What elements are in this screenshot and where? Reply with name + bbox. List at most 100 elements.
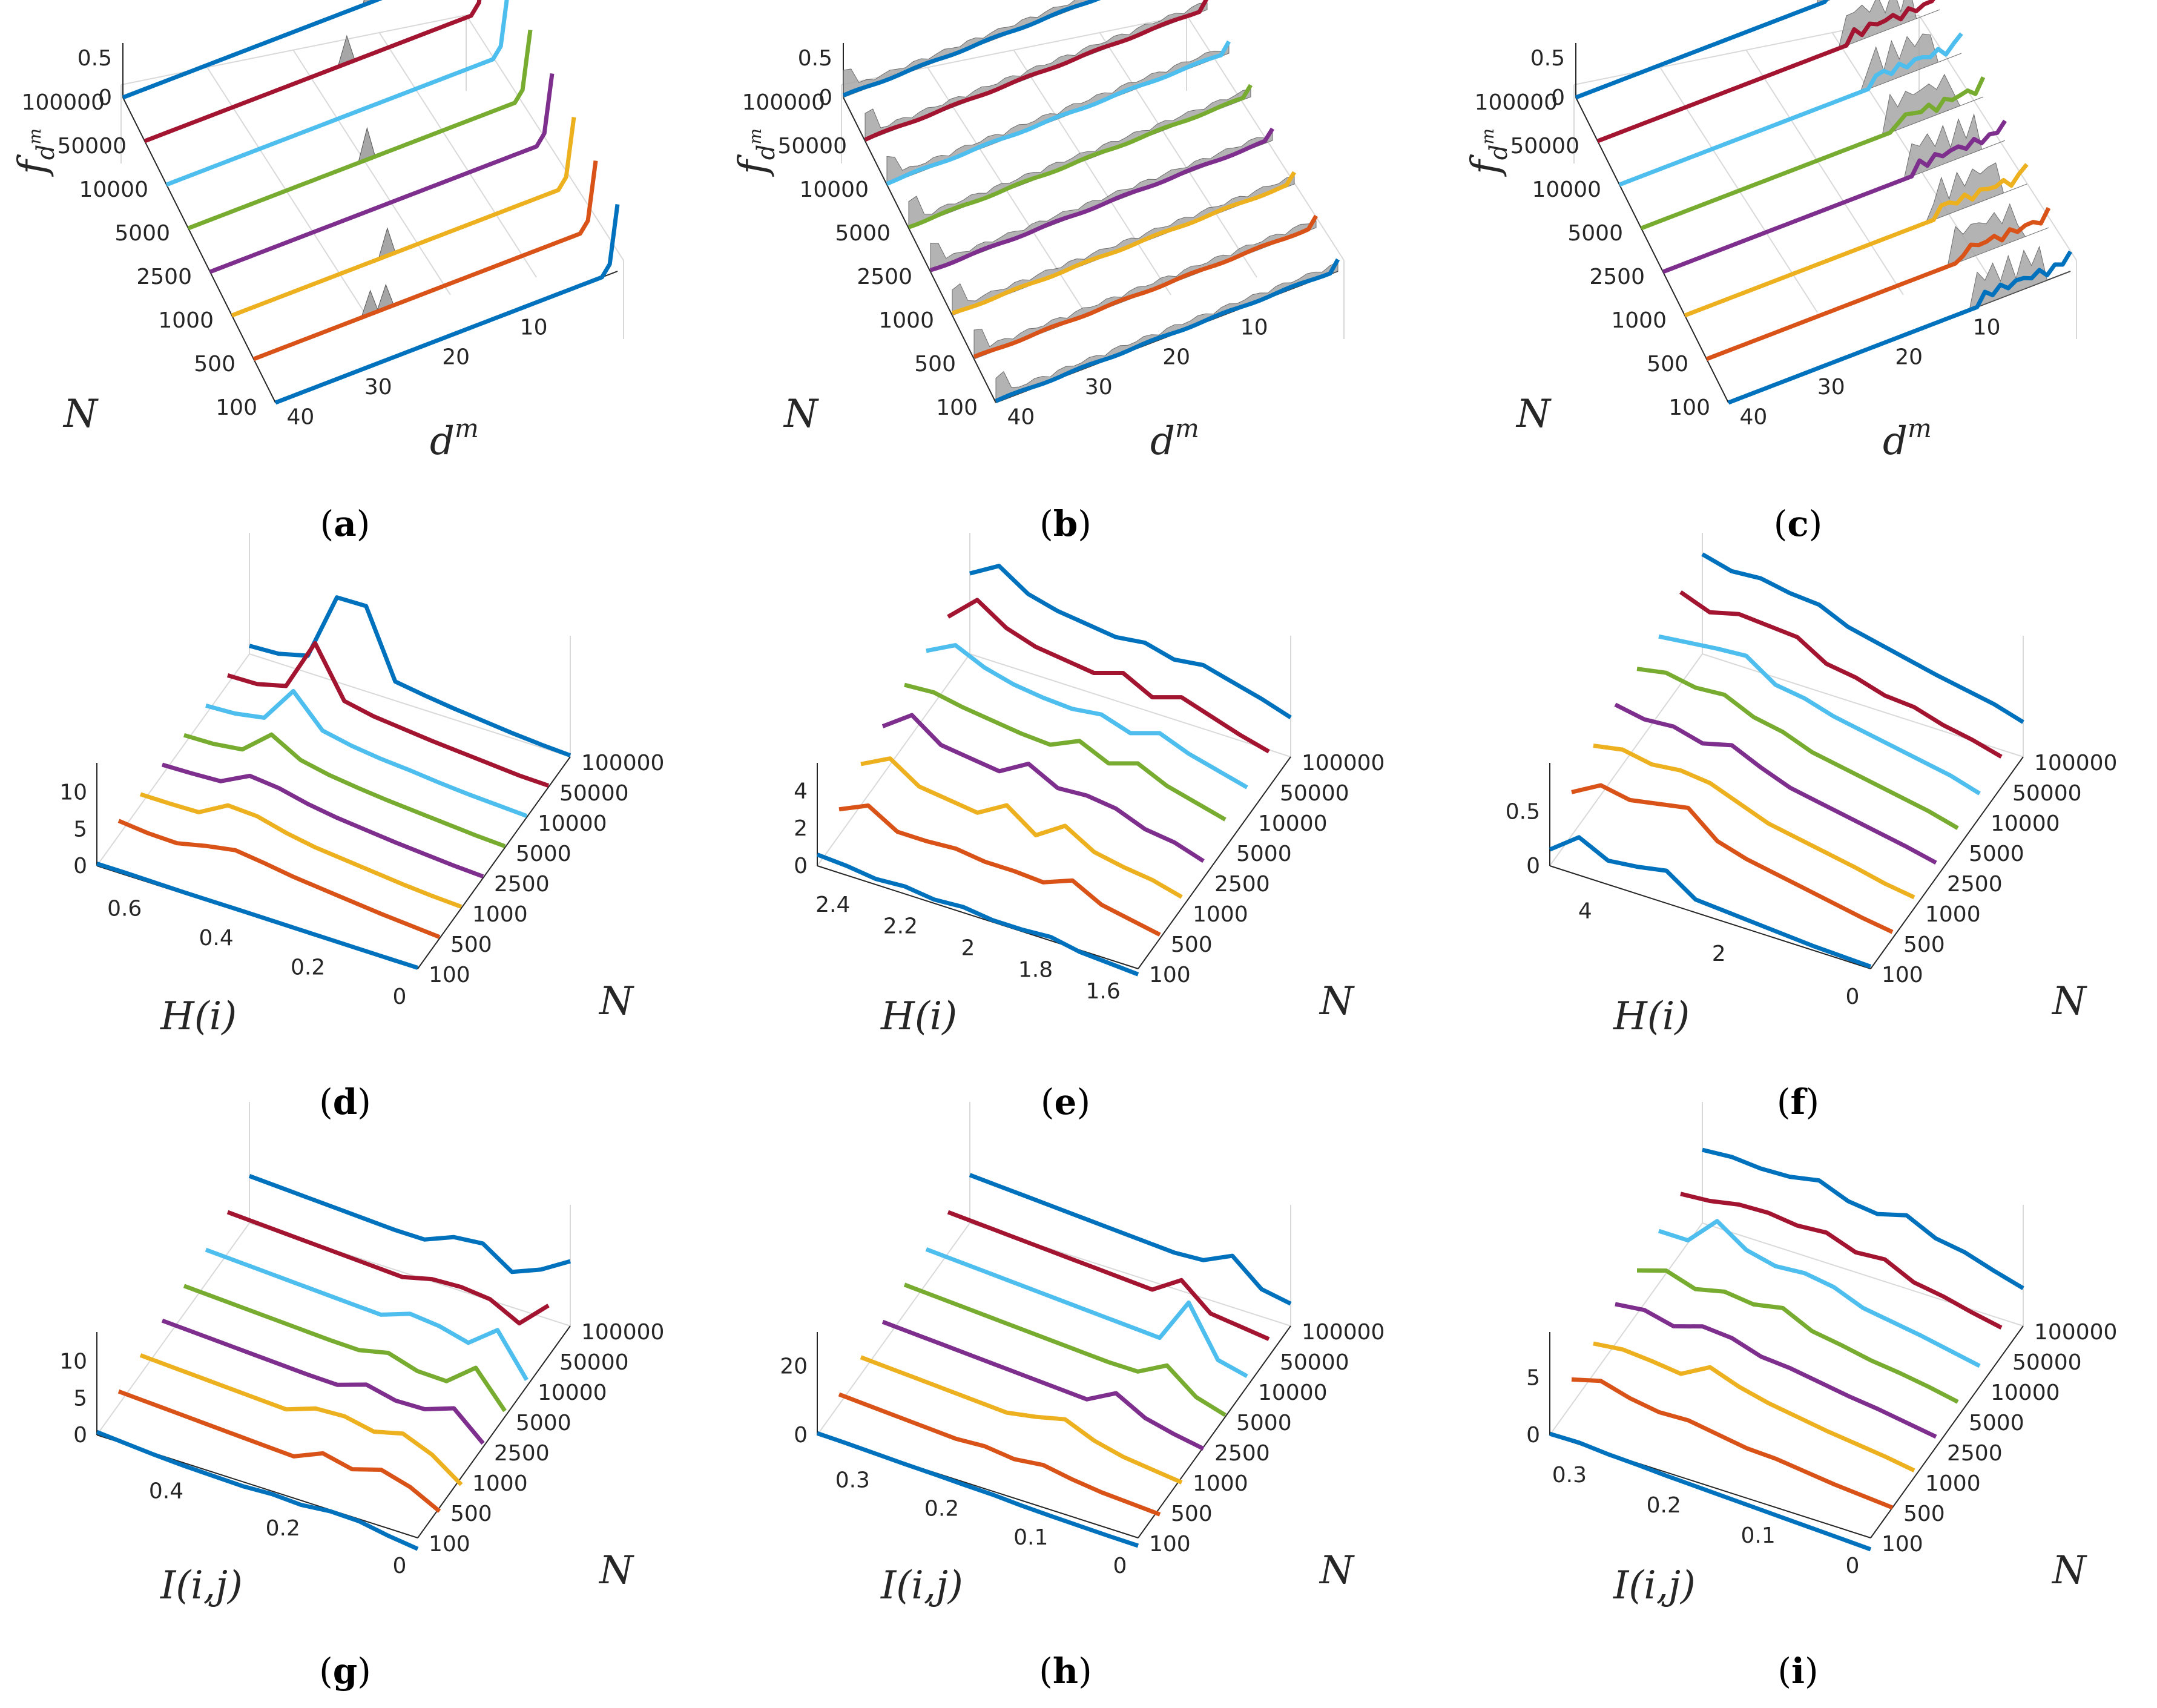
panel-d: 10050010002500500010000500001000000.60.4… (59, 533, 664, 1123)
series-line-10000 (205, 688, 528, 818)
series-line-100 (816, 852, 1139, 977)
x-tick-label: 0.4 (149, 1479, 183, 1503)
n-tick-label: 50000 (777, 134, 847, 159)
n-tick-label: 5000 (1969, 1411, 2024, 1436)
z-axis-label: fdm (1463, 128, 1513, 177)
n-axis-label: N (598, 979, 634, 1024)
n-tick-label: 500 (1903, 1502, 1945, 1526)
n-tick-label: 50000 (57, 134, 127, 159)
n-tick-label: 2500 (1214, 872, 1270, 897)
grid-line (1549, 1222, 1703, 1436)
n-axis-line (417, 1325, 571, 1538)
n-axis-label: N (62, 392, 99, 437)
series-line-100000 (1575, 0, 1829, 100)
n-tick-label: 500 (450, 1502, 492, 1526)
x-axis-label: H(i) (880, 994, 957, 1039)
series-line-1000 (1593, 1341, 1915, 1472)
series-line-50000 (1680, 1192, 2003, 1330)
n-tick-label: 10000 (1991, 811, 2060, 836)
n-tick-label: 100 (936, 395, 978, 420)
n-tick-label: 100000 (2034, 751, 2117, 776)
n-tick-label: 500 (1903, 932, 1945, 957)
series-line-5000 (903, 1282, 1227, 1417)
z-tick-label: 0 (73, 854, 87, 879)
d-tick-label: 20 (1162, 345, 1190, 370)
series-line-100 (816, 1431, 1139, 1548)
n-tick-label: 50000 (1280, 781, 1349, 806)
subfigure-label: (b) (1039, 503, 1092, 544)
n-tick-label: 5000 (516, 1411, 571, 1436)
series-line-5000 (1640, 76, 1986, 231)
series-line-500 (252, 160, 598, 361)
series-line-500 (117, 1389, 441, 1513)
panel-e: 100 500 1000 2500 5000 10000 50000 100000 2.4 2.2… (794, 533, 1385, 1123)
n-tick-label: 500 (914, 352, 956, 377)
series-line-100 (96, 1429, 419, 1551)
x-tick-label: 2 (961, 935, 975, 960)
n-axis-line (1575, 97, 1729, 403)
n-tick-label: 100 (1668, 395, 1710, 420)
d-tick-label: 10 (520, 315, 548, 340)
grid-line (1099, 31, 1257, 278)
n-tick-label: 5000 (1236, 1411, 1292, 1436)
x-tick-label: 0.2 (924, 1497, 959, 1522)
panel-f: 100 500 1000 2500 5000 10000 50000 100000 4 2 0 0 0.… (1506, 533, 2117, 1123)
panel-g: 10050010002500500010000500001000000.40.2… (59, 1102, 664, 1692)
z-tick-label: 0.5 (77, 46, 112, 71)
subfigure-label: (f) (1777, 1081, 1819, 1123)
series-line-1000 (1684, 163, 2029, 318)
x-tick-label: 0.3 (835, 1468, 870, 1492)
z-tick-label: 10 (59, 780, 87, 805)
z-tick-label: 0 (1551, 85, 1565, 110)
series-line-2500 (1615, 1302, 1937, 1439)
series-line-1000 (1593, 744, 1915, 900)
n-axis-line (1138, 756, 1291, 969)
n-tick-label: 50000 (1510, 134, 1579, 159)
d-tick-label: 20 (442, 345, 470, 370)
d-axis-label: dm (430, 414, 479, 464)
series-line-10000 (1618, 32, 1963, 187)
box-edge (466, 15, 624, 261)
series-line-2500 (162, 762, 484, 879)
d-tick-label: 10 (1240, 315, 1268, 340)
panel-i: 10050010002500500010000500001000000.30.2… (1526, 1102, 2117, 1692)
n-tick-label: 2500 (1947, 1441, 2003, 1466)
series-line-1000 (951, 171, 1296, 315)
z-tick-label: 0.5 (1530, 46, 1565, 71)
series-line-500 (117, 819, 441, 939)
n-axis-label: N (1515, 392, 1552, 437)
series-line-500 (973, 214, 1319, 359)
series-line-100000 (969, 564, 1292, 720)
series-line-100000 (248, 1174, 571, 1274)
series-line-10000 (1658, 1219, 1981, 1368)
x-tick-label: 2.4 (815, 892, 850, 917)
grid-line (1702, 1222, 2024, 1327)
subfigure-label: (c) (1774, 503, 1823, 544)
series-line-2500 (161, 1318, 485, 1445)
n-tick-label: 5000 (114, 221, 170, 246)
x-tick-label: 0 (393, 1554, 407, 1578)
series-line-100 (995, 258, 1340, 403)
d-tick-label: 40 (286, 404, 314, 429)
n-axis-label: N (1319, 979, 1355, 1024)
x-tick-label: 0.6 (107, 896, 142, 921)
z-tick-label: 20 (780, 1354, 808, 1379)
series-line-10000 (886, 40, 1231, 186)
n-tick-label: 100000 (22, 90, 105, 115)
n-axis-label: N (1319, 1548, 1355, 1593)
z-tick-label: 0 (1526, 854, 1540, 879)
series-line-100000 (842, 0, 1101, 97)
series-line-1000 (231, 117, 576, 318)
n-tick-label: 2500 (494, 1441, 550, 1466)
series-line-500 (838, 1392, 1161, 1517)
n-tick-label: 1000 (1193, 902, 1248, 927)
series-line-5000 (187, 30, 533, 231)
n-tick-label: 1000 (158, 308, 214, 333)
x-axis-label: I(i,j) (1613, 1563, 1696, 1608)
n-axis-line (122, 97, 276, 403)
panel-a: 1005001000250050001000050000100000403020… (10, 0, 624, 544)
grid-line (378, 31, 537, 278)
z-tick-label: 0 (794, 854, 808, 879)
panel-b: 1005001000250050001000050000100000403020… (731, 0, 1345, 544)
n-axis-line (843, 97, 996, 403)
